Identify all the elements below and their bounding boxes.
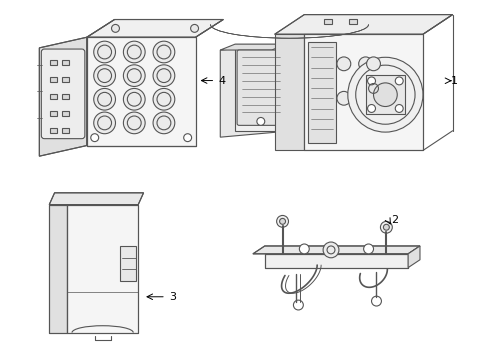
Circle shape [293, 300, 303, 310]
Circle shape [394, 104, 402, 112]
Circle shape [336, 91, 350, 105]
Bar [62, 60, 69, 65]
Circle shape [363, 244, 373, 254]
Circle shape [323, 242, 338, 258]
Circle shape [153, 65, 174, 86]
Polygon shape [39, 37, 87, 156]
Bar [67, 204, 138, 333]
Bar [50, 128, 57, 133]
Circle shape [373, 83, 396, 107]
Circle shape [123, 112, 145, 134]
Bar [87, 37, 195, 145]
Text: 3: 3 [168, 292, 176, 302]
Bar [348, 18, 356, 24]
Polygon shape [274, 15, 452, 34]
Bar [50, 94, 57, 99]
Circle shape [153, 89, 174, 110]
Polygon shape [252, 246, 419, 254]
Bar [62, 94, 69, 99]
Polygon shape [87, 19, 223, 37]
Polygon shape [407, 246, 419, 267]
Bar [304, 34, 422, 150]
Polygon shape [67, 204, 138, 333]
FancyBboxPatch shape [41, 49, 84, 139]
Circle shape [91, 134, 99, 141]
Circle shape [358, 57, 372, 71]
Circle shape [299, 244, 308, 254]
Text: 4: 4 [218, 76, 225, 86]
Circle shape [94, 41, 115, 63]
Circle shape [123, 89, 145, 110]
Circle shape [358, 91, 372, 105]
Bar [62, 77, 69, 82]
Circle shape [123, 65, 145, 86]
Circle shape [366, 57, 380, 71]
Bar [365, 75, 405, 114]
Bar [62, 128, 69, 133]
Polygon shape [87, 37, 195, 145]
Bar [50, 77, 57, 82]
Bar [307, 42, 335, 143]
Polygon shape [49, 193, 143, 204]
Circle shape [367, 77, 375, 85]
Bar [50, 60, 57, 65]
Polygon shape [220, 44, 286, 137]
Circle shape [111, 24, 119, 32]
Circle shape [123, 41, 145, 63]
Circle shape [394, 77, 402, 85]
Circle shape [380, 221, 391, 233]
Polygon shape [304, 34, 422, 150]
Circle shape [153, 41, 174, 63]
Text: 1: 1 [450, 76, 457, 86]
Bar [264, 254, 407, 267]
Polygon shape [264, 254, 407, 267]
Circle shape [94, 89, 115, 110]
Circle shape [94, 112, 115, 134]
Text: 2: 2 [390, 215, 398, 225]
Circle shape [94, 65, 115, 86]
Bar [324, 18, 331, 24]
Circle shape [279, 219, 285, 224]
Circle shape [336, 57, 350, 71]
Circle shape [276, 215, 288, 227]
Bar [50, 111, 57, 116]
Circle shape [383, 224, 388, 230]
Circle shape [256, 117, 264, 125]
Circle shape [183, 134, 191, 141]
Circle shape [371, 296, 381, 306]
Circle shape [190, 24, 198, 32]
Polygon shape [49, 204, 67, 333]
Circle shape [153, 112, 174, 134]
Polygon shape [220, 44, 286, 50]
Circle shape [347, 57, 422, 132]
Polygon shape [274, 34, 304, 150]
Bar [235, 44, 286, 131]
Circle shape [367, 104, 375, 112]
Bar [62, 111, 69, 116]
FancyBboxPatch shape [237, 50, 284, 125]
Bar [120, 246, 136, 282]
